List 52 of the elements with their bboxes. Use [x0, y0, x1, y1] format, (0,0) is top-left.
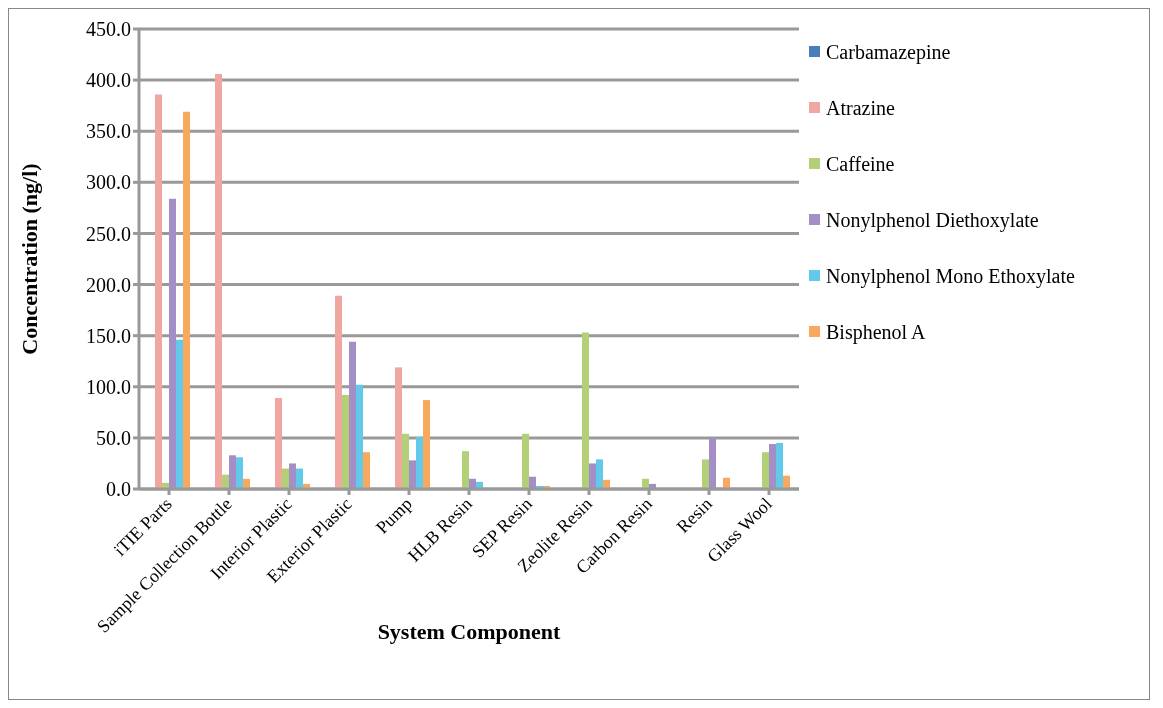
legend-label: Bisphenol A — [826, 320, 926, 345]
bar — [296, 468, 303, 489]
y-tick-label: 400.0 — [86, 69, 131, 92]
bar — [363, 452, 370, 489]
bar — [169, 198, 176, 489]
y-axis-title: Concentration (ng/l) — [16, 163, 42, 355]
bar — [589, 463, 596, 489]
bar — [776, 443, 783, 489]
y-tick-label: 0.0 — [106, 478, 131, 501]
bar — [282, 468, 289, 489]
bar — [342, 394, 349, 489]
y-tick-label: 200.0 — [86, 273, 131, 296]
bar — [335, 295, 342, 489]
y-tick-label: 150.0 — [86, 324, 131, 347]
bar — [416, 436, 423, 489]
legend-label: Carbamazepine — [826, 40, 951, 65]
y-tick-label: 50.0 — [96, 426, 131, 449]
bar — [769, 444, 776, 489]
bar — [215, 73, 222, 489]
legend-label: Caffeine — [826, 152, 895, 177]
bar — [762, 452, 769, 489]
bar — [596, 459, 603, 489]
bar — [409, 460, 416, 489]
y-tick-label: 250.0 — [86, 222, 131, 245]
bar — [402, 433, 409, 489]
y-tick-label: 450.0 — [86, 18, 131, 41]
bar — [395, 367, 402, 489]
bar — [236, 457, 243, 489]
bar — [349, 341, 356, 489]
y-tick-label: 350.0 — [86, 120, 131, 143]
bar — [783, 475, 790, 489]
bar — [222, 474, 229, 489]
bar — [155, 94, 162, 489]
bar — [183, 111, 190, 489]
y-tick-label: 300.0 — [86, 171, 131, 194]
bar — [462, 451, 469, 489]
y-tick-label: 100.0 — [86, 375, 131, 398]
bar — [275, 398, 282, 489]
bar — [522, 433, 529, 489]
bar — [356, 384, 363, 489]
bar — [702, 459, 709, 489]
legend-label: Nonylphenol Mono Ethoxylate — [826, 264, 1075, 289]
bar — [529, 476, 536, 489]
bar — [176, 339, 183, 489]
bar — [423, 400, 430, 489]
legend-label: Atrazine — [826, 96, 895, 121]
x-axis-title: System Component — [377, 619, 562, 644]
bar — [709, 437, 716, 489]
bar — [582, 332, 589, 489]
legend-label: Nonylphenol Diethoxylate — [826, 208, 1039, 233]
bar — [229, 455, 236, 489]
bar — [289, 463, 296, 489]
